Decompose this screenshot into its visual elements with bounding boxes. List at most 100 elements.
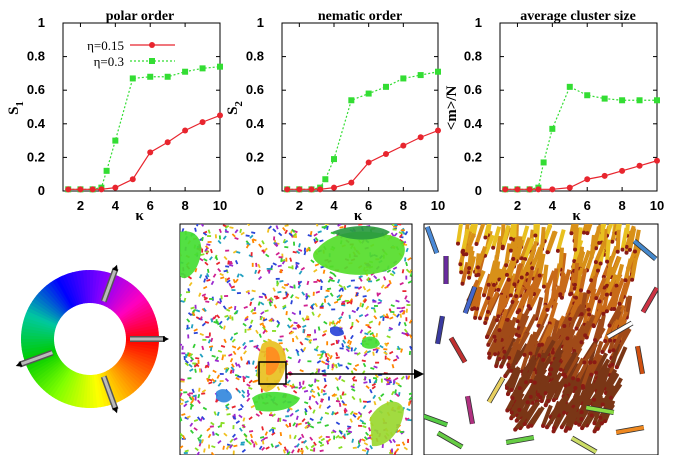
snapshot-particle (240, 441, 245, 444)
zoom-rod-head (599, 421, 604, 426)
snapshot-particle (199, 316, 203, 321)
snapshot-particle (340, 311, 345, 316)
zoom-rod-head (459, 270, 464, 275)
y-tick-label: 0.2 (464, 149, 482, 164)
snapshot-particle (211, 378, 216, 383)
snapshot-particle (320, 360, 326, 364)
zoom-rod-head (546, 399, 551, 404)
zoom-rod (599, 224, 606, 243)
snapshot-particle (245, 244, 250, 249)
snapshot-particle (222, 305, 227, 310)
y-tick-label: 0.4 (464, 116, 483, 131)
zoom-rod-head (572, 259, 577, 264)
snapshot-particle (251, 289, 256, 293)
snapshot-particle (301, 386, 307, 390)
zoom-rod-head (458, 262, 463, 267)
snapshot-particle (208, 256, 213, 261)
particle-cluster (330, 326, 344, 337)
snapshot-particle (282, 226, 286, 232)
snapshot-particle (279, 280, 284, 283)
zoom-rod (560, 252, 567, 276)
snapshot-particle (189, 368, 194, 372)
zoom-rod (499, 319, 514, 341)
snapshot-particle (281, 260, 286, 265)
data-point-0 (417, 134, 424, 141)
snapshot-particle (201, 293, 207, 297)
snapshot-particle (193, 418, 199, 422)
zoom-rod-head (579, 417, 584, 422)
zoom-rod (557, 394, 569, 417)
snapshot-particle (361, 438, 366, 442)
snapshot-particle (407, 280, 412, 284)
snapshot-particle (319, 239, 324, 243)
wheel-segment (125, 324, 159, 334)
snapshot-particle (287, 317, 292, 322)
snapshot-particle (263, 247, 268, 252)
zoom-rod (486, 291, 500, 313)
snapshot-particle (310, 444, 315, 449)
data-point-1 (636, 97, 643, 104)
zoom-rod (531, 257, 543, 280)
zoom-rod (497, 308, 509, 331)
snapshot-particle (200, 253, 205, 256)
snapshot-particle (184, 449, 189, 453)
zoom-rod-head (492, 334, 497, 339)
particle-cluster (332, 226, 390, 240)
snapshot-particle (363, 298, 368, 304)
snapshot-particle (295, 423, 299, 428)
snapshot-particle (272, 287, 276, 292)
snapshot-particle (209, 346, 213, 352)
data-point-0 (129, 176, 136, 183)
snapshot-particle (288, 266, 293, 269)
snapshot-particle (289, 257, 293, 262)
snapshot-particle (357, 286, 363, 290)
data-point-0 (584, 176, 591, 183)
snapshot-particle (326, 440, 330, 445)
snapshot-particle (321, 351, 327, 354)
snapshot-particle (390, 304, 395, 308)
zoom-rod (579, 390, 592, 413)
snapshot-particle (341, 378, 346, 383)
zoom-rod-head (460, 281, 465, 286)
snapshot-particle (292, 232, 297, 237)
snapshot-particle (324, 411, 330, 415)
snapshot-particle (241, 424, 246, 429)
wheel-segment (20, 338, 55, 343)
snapshot-particle (217, 300, 222, 305)
wheel-segment (74, 374, 85, 408)
zoom-rod-head (505, 392, 510, 397)
snapshot-particle (408, 392, 412, 396)
zoom-rod (560, 407, 575, 429)
snapshot-particle (259, 436, 265, 439)
snapshot-particle (248, 416, 253, 421)
snapshot-particle (337, 362, 341, 367)
snapshot-particle (386, 283, 391, 288)
snapshot-particle (191, 311, 196, 316)
legend-label: η=0.15 (87, 38, 124, 53)
zoom-rod (537, 253, 546, 276)
snapshot-particle (234, 260, 239, 265)
snapshot-particle (308, 405, 312, 410)
snapshot-particle (364, 313, 369, 318)
zoom-rod-head (509, 416, 514, 421)
zoom-rod (512, 224, 517, 240)
zoom-rod-head (511, 256, 516, 261)
data-point-0 (284, 186, 291, 193)
wheel-segment (79, 270, 87, 304)
zoom-rod-head (467, 275, 472, 280)
snapshot-particle (331, 393, 336, 397)
zoom-rod (515, 332, 529, 354)
snapshot-particle (186, 352, 190, 357)
snapshot-particle (225, 405, 230, 410)
wheel-segment (122, 351, 155, 368)
snapshot-particle (392, 312, 397, 317)
snapshot-particle (190, 306, 195, 310)
wheel-segment (21, 342, 55, 350)
data-point-1 (654, 97, 660, 104)
zoom-rod-head (497, 357, 502, 362)
snapshot-particle (338, 402, 342, 407)
snapshot-particle (236, 346, 241, 351)
x-tick-label: 6 (147, 198, 154, 213)
snapshot-particle (246, 383, 251, 387)
zoom-rod (583, 314, 596, 337)
